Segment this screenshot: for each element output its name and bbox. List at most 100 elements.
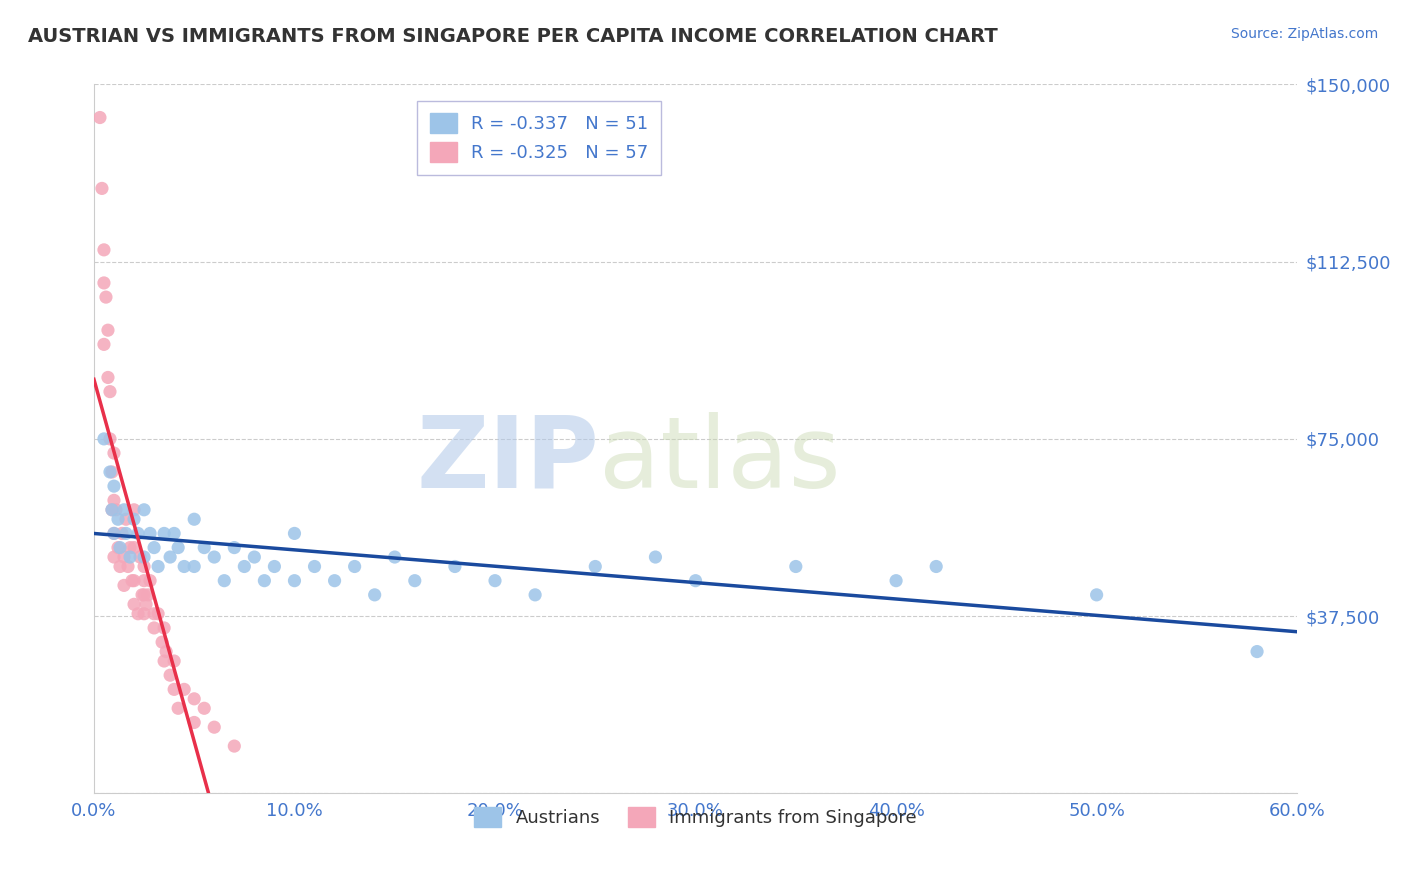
Point bbox=[243, 549, 266, 564]
Point bbox=[404, 574, 426, 588]
Point bbox=[644, 549, 666, 564]
Point bbox=[167, 701, 190, 715]
Point bbox=[1246, 644, 1268, 658]
Point bbox=[685, 574, 707, 588]
Point bbox=[103, 526, 125, 541]
Point bbox=[159, 668, 181, 682]
Point bbox=[214, 574, 236, 588]
Point bbox=[104, 503, 127, 517]
Point bbox=[108, 559, 131, 574]
Point bbox=[98, 465, 121, 479]
Point bbox=[101, 503, 124, 517]
Point bbox=[132, 607, 155, 621]
Point bbox=[132, 588, 155, 602]
Point bbox=[115, 512, 138, 526]
Point bbox=[112, 549, 135, 564]
Point bbox=[193, 701, 215, 715]
Point bbox=[101, 465, 124, 479]
Point bbox=[122, 512, 145, 526]
Point bbox=[139, 526, 162, 541]
Point bbox=[101, 503, 124, 517]
Point bbox=[183, 715, 205, 730]
Point bbox=[925, 559, 948, 574]
Point bbox=[127, 526, 149, 541]
Point bbox=[93, 337, 115, 351]
Point bbox=[98, 432, 121, 446]
Point bbox=[136, 588, 159, 602]
Point bbox=[253, 574, 276, 588]
Point bbox=[131, 588, 153, 602]
Point bbox=[524, 588, 547, 602]
Point bbox=[132, 549, 155, 564]
Point bbox=[107, 512, 129, 526]
Point bbox=[122, 597, 145, 611]
Point bbox=[163, 526, 186, 541]
Point bbox=[283, 574, 305, 588]
Point bbox=[183, 691, 205, 706]
Point bbox=[323, 574, 346, 588]
Point bbox=[224, 739, 246, 753]
Point bbox=[112, 578, 135, 592]
Point bbox=[93, 432, 115, 446]
Text: ZIP: ZIP bbox=[416, 412, 599, 508]
Point bbox=[135, 597, 157, 611]
Point bbox=[363, 588, 385, 602]
Point bbox=[111, 526, 134, 541]
Point bbox=[183, 512, 205, 526]
Point bbox=[263, 559, 285, 574]
Point bbox=[89, 111, 111, 125]
Point bbox=[103, 526, 125, 541]
Point bbox=[118, 549, 141, 564]
Point bbox=[173, 559, 195, 574]
Point bbox=[146, 559, 169, 574]
Point bbox=[122, 541, 145, 555]
Point bbox=[202, 549, 225, 564]
Point bbox=[384, 549, 406, 564]
Point bbox=[583, 559, 606, 574]
Point bbox=[108, 541, 131, 555]
Point bbox=[233, 559, 256, 574]
Point bbox=[118, 541, 141, 555]
Point bbox=[173, 682, 195, 697]
Point bbox=[283, 526, 305, 541]
Point bbox=[129, 549, 152, 564]
Point bbox=[103, 446, 125, 460]
Point bbox=[884, 574, 907, 588]
Point bbox=[484, 574, 506, 588]
Point bbox=[93, 243, 115, 257]
Point bbox=[98, 384, 121, 399]
Point bbox=[150, 635, 173, 649]
Point bbox=[115, 526, 138, 541]
Point bbox=[202, 720, 225, 734]
Point bbox=[117, 559, 139, 574]
Point bbox=[785, 559, 807, 574]
Point bbox=[122, 574, 145, 588]
Point bbox=[163, 654, 186, 668]
Point bbox=[155, 644, 177, 658]
Point bbox=[193, 541, 215, 555]
Text: Source: ZipAtlas.com: Source: ZipAtlas.com bbox=[1230, 27, 1378, 41]
Point bbox=[103, 479, 125, 493]
Point bbox=[167, 541, 190, 555]
Point bbox=[224, 541, 246, 555]
Point bbox=[103, 549, 125, 564]
Point bbox=[97, 323, 120, 337]
Point bbox=[444, 559, 467, 574]
Legend: Austrians, Immigrants from Singapore: Austrians, Immigrants from Singapore bbox=[467, 799, 924, 834]
Point bbox=[153, 526, 176, 541]
Text: AUSTRIAN VS IMMIGRANTS FROM SINGAPORE PER CAPITA INCOME CORRELATION CHART: AUSTRIAN VS IMMIGRANTS FROM SINGAPORE PE… bbox=[28, 27, 998, 45]
Text: atlas: atlas bbox=[599, 412, 841, 508]
Point bbox=[132, 559, 155, 574]
Point bbox=[163, 682, 186, 697]
Point bbox=[143, 621, 166, 635]
Point bbox=[94, 290, 117, 304]
Point bbox=[304, 559, 326, 574]
Point bbox=[143, 607, 166, 621]
Point bbox=[1085, 588, 1108, 602]
Point bbox=[143, 541, 166, 555]
Point bbox=[153, 621, 176, 635]
Point bbox=[127, 607, 149, 621]
Point bbox=[107, 541, 129, 555]
Point bbox=[132, 503, 155, 517]
Point bbox=[112, 503, 135, 517]
